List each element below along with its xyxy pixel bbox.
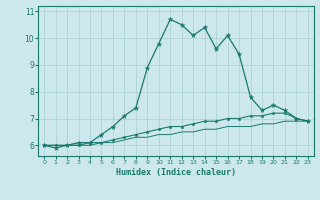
- X-axis label: Humidex (Indice chaleur): Humidex (Indice chaleur): [116, 168, 236, 177]
